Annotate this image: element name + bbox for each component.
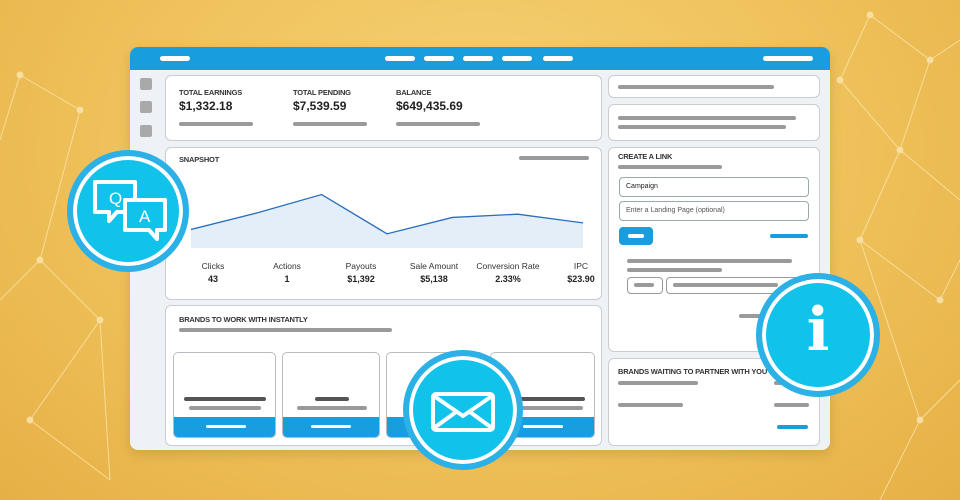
placeholder-line [739,314,769,318]
nav-item[interactable] [502,56,532,61]
total-pending-label: TOTAL PENDING [293,88,351,97]
chart-point [582,222,583,224]
chart-point [321,193,323,196]
snapshot-card: SNAPSHOT Clicks 43 Actions 1 Payouts $1,392 Sa… [165,147,602,300]
stat-label: IPC [573,261,589,271]
brand-tile[interactable] [282,352,380,438]
stat-label: Clicks [201,261,225,271]
stat-sale-amount: Sale Amount $5,138 [394,261,474,284]
envelope-icon [431,392,495,432]
placeholder-line [627,259,792,263]
qa-chat-icon: Q A [93,180,167,241]
stat-ipc: IPC $23.90 [541,261,621,284]
create-link-title: CREATE A LINK [618,152,673,161]
brand-tile[interactable] [173,352,276,438]
placeholder-line [179,122,253,126]
stat-label: Sale Amount [409,261,459,271]
q-letter: Q [109,189,122,208]
placeholder-line [618,381,698,385]
chart-area [191,194,583,248]
stat-label: Actions [273,261,301,271]
brands-card: BRANDS TO WORK WITH INSTANTLY [165,305,602,446]
campaign-input[interactable]: Campaign [619,177,809,197]
sidebar-item[interactable] [140,125,152,137]
nav-item[interactable] [385,56,415,61]
placeholder-line [293,122,367,126]
brands-waiting-title: BRANDS WAITING TO PARTNER WITH YOU [618,367,768,376]
advanced-link[interactable] [770,234,808,238]
balance-label: BALANCE [396,88,432,97]
info-card [608,75,820,98]
placeholder-line [774,403,809,407]
stat-actions: Actions 1 [247,261,327,284]
nav-item[interactable] [424,56,454,61]
landing-page-input[interactable]: Enter a Landing Page (optional) [619,201,809,221]
stat-value: 1 [284,274,290,284]
placeholder-line [396,122,480,126]
stat-label: Payouts [345,261,377,271]
stat-label: Conversion Rate [476,261,540,271]
placeholder-line [618,165,722,169]
placeholder-line [618,403,683,407]
stat-value: $23.90 [567,274,595,284]
stat-value: 43 [207,274,218,284]
link-type-select[interactable] [627,277,663,294]
earnings-summary-card: TOTAL EARNINGS $1,332.18 TOTAL PENDING $… [165,75,602,141]
stat-value: $1,392 [347,274,375,284]
qa-badge: Q A [67,150,189,272]
stat-payouts: Payouts $1,392 [321,261,401,284]
view-all-link[interactable] [777,425,808,429]
nav-item[interactable] [543,56,573,61]
sidebar-item[interactable] [140,101,152,113]
a-letter: A [139,207,151,226]
balance-value: $649,435.69 [396,99,463,113]
create-link-button[interactable] [619,227,653,245]
total-pending-value: $7,539.59 [293,99,347,113]
chart-point [255,212,257,214]
info-card [608,104,820,141]
stat-clicks: Clicks 43 [173,261,253,284]
placeholder-line [627,268,722,272]
chart-point [386,233,388,235]
chart-point [451,216,453,219]
stat-conversion-rate: Conversion Rate 2.33% [468,261,548,284]
top-nav-bar [130,47,830,70]
snapshot-title: SNAPSHOT [179,155,220,164]
chart-point [191,228,192,231]
placeholder-line [179,328,392,332]
info-icon: i [806,295,830,365]
date-range-control[interactable] [519,156,589,160]
nav-item[interactable] [463,56,493,61]
stat-value: $5,138 [420,274,448,284]
chart-point [517,213,519,215]
mail-badge [403,350,523,470]
account-menu[interactable] [763,56,813,61]
logo-placeholder [160,56,190,61]
info-badge: i [756,273,880,397]
stat-value: 2.33% [495,274,521,284]
total-earnings-value: $1,332.18 [179,99,233,113]
sidebar-item[interactable] [140,78,152,90]
total-earnings-label: TOTAL EARNINGS [179,88,243,97]
brands-title: BRANDS TO WORK WITH INSTANTLY [179,315,308,324]
snapshot-chart [191,193,583,248]
